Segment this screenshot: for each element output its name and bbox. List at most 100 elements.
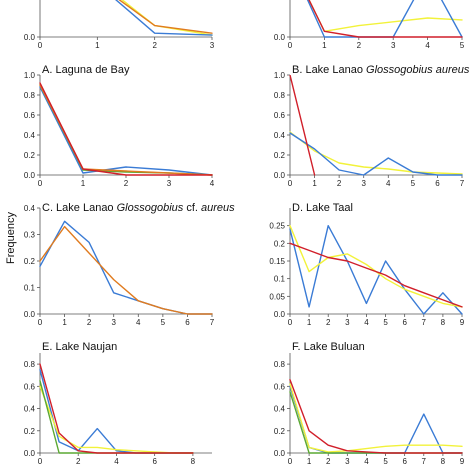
panel-f-x-tick-label: 2 (326, 318, 331, 327)
panel-h-x-tick-label: 1 (307, 457, 312, 466)
panel-c-x-tick-label: 4 (210, 179, 215, 188)
panel-h-x-tick-label: 6 (402, 457, 407, 466)
panel-f-x-tick-label: 8 (441, 318, 446, 327)
panel-g-y-tick-label: 0.2 (24, 427, 36, 436)
panel-d-y-tick-label: 0.8 (274, 91, 286, 100)
panel-b-x-tick-label: 2 (357, 41, 362, 50)
panel-b-y-tick-label: 0.0 (274, 33, 286, 42)
panel-g-x-tick-label: 0 (38, 457, 43, 466)
panel-d-y-tick-label: 0.2 (274, 151, 286, 160)
panel-h-x-tick-label: 8 (441, 457, 446, 466)
panel-g-x-tick-label: 6 (152, 457, 157, 466)
panel-c-caption-part: Glossogobius (117, 202, 184, 214)
panel-a: 0 1 2 3 0.0 A. Laguna de Bay (24, 0, 215, 76)
panel-e: 0 1 2 3 4 5 6 7 0.0 0.1 0.2 0.3 0.4 E. Lake Naujan (24, 204, 215, 353)
panel-c-x-tick-label: 2 (124, 179, 129, 188)
panel-h-series-yellow (289, 383, 463, 453)
panel-b-series-red (308, 0, 463, 38)
panel-b: 0 1 2 3 4 5 0.0 B. Lake Lanao Glossogobius aure… (274, 0, 470, 76)
panel-h-y-tick-label: 0.4 (274, 405, 286, 414)
panel-d-series-blue (289, 132, 463, 176)
panel-h-y-tick-label: 0.8 (274, 360, 286, 369)
panel-c-series-orange (39, 84, 213, 176)
panel-h-x-tick-label: 7 (422, 457, 427, 466)
panel-e-y-tick-label: 0.1 (24, 284, 36, 293)
panel-h-x-tick-label: 3 (345, 457, 350, 466)
panel-a-x-tick-label: 2 (152, 41, 157, 50)
panel-d-y-tick-label: 0.4 (274, 131, 286, 140)
panel-d-x-tick-label: 5 (411, 179, 416, 188)
panel-f-x-tick-label: 5 (383, 318, 388, 327)
panel-c-series-green (39, 84, 213, 176)
panel-a-x-tick-label: 0 (38, 41, 43, 50)
panel-h-series-blue (289, 385, 463, 454)
panel-e-y-tick-label: 0.0 (24, 310, 36, 319)
panel-g-y-tick-label: 0.0 (24, 449, 36, 458)
panel-e-x-tick-label: 2 (87, 318, 92, 327)
panel-f: 0 1 2 3 4 5 6 7 8 9 0.0 0.05 0.1 0.15 0.2 0.25 F. Lake B… (269, 208, 465, 353)
panel-c-y-tick-label: 1.0 (24, 71, 36, 80)
panel-h-series-green (289, 391, 463, 454)
panel-c-y-tick-label: 0.0 (24, 171, 36, 180)
panel-d-caption: D. Lake Taal (292, 202, 353, 214)
panel-d-x-tick-label: 2 (337, 179, 342, 188)
panel-f-series-yellow (289, 224, 463, 308)
panel-a-caption-part: A. Laguna de Bay (42, 64, 130, 76)
panel-b-caption: B. Lake Lanao Glossogobius aureus (292, 64, 470, 76)
panel-c-y-tick-label: 0.8 (24, 91, 36, 100)
panel-d-x-tick-label: 4 (386, 179, 391, 188)
panel-d-series-red (289, 75, 316, 176)
panel-e-x-tick-label: 1 (62, 318, 67, 327)
panel-e-caption-part: E. Lake Naujan (42, 341, 117, 353)
panel-b-x-tick-label: 5 (460, 41, 465, 50)
panel-f-series-red (289, 242, 463, 308)
panel-e-x-tick-label: 3 (111, 318, 116, 327)
panel-g-y-tick-label: 0.6 (24, 382, 36, 391)
panel-a-y-tick-label: 0.0 (24, 33, 36, 42)
panel-c-caption-part: cf. (183, 202, 201, 214)
panel-b-caption-part: Glossogobius aureus (366, 64, 470, 76)
panel-e-y-tick-label: 0.4 (24, 204, 36, 213)
panel-e-x-tick-label: 7 (210, 318, 215, 327)
panel-f-y-tick-label: 0.0 (274, 310, 286, 319)
panel-b-x-tick-label: 4 (425, 41, 430, 50)
panel-h-y-tick-label: 0.2 (274, 427, 286, 436)
panel-f-x-tick-label: 3 (345, 318, 350, 327)
panel-e-x-tick-label: 5 (161, 318, 166, 327)
panel-g-series-red (39, 363, 194, 454)
panel-f-caption-part: F. Lake Buluan (292, 341, 365, 353)
panel-c-series-red (39, 82, 213, 176)
panel-g-x-tick-label: 8 (191, 457, 196, 466)
panel-c-y-tick-label: 0.6 (24, 111, 36, 120)
panel-a-series-blue (115, 0, 213, 36)
panel-h-x-tick-label: 2 (326, 457, 331, 466)
panel-a-series-yellow (121, 0, 213, 36)
panel-h-y-tick-label: 0.6 (274, 382, 286, 391)
panel-c-caption-part: C. Lake Lanao (42, 202, 117, 214)
panel-h-x-tick-label: 4 (364, 457, 369, 466)
panel-e-x-tick-label: 6 (185, 318, 190, 327)
panel-d-x-tick-label: 3 (361, 179, 366, 188)
panel-h: 0 1 2 3 4 5 6 7 8 9 0.0 0.2 0.4 0.6 0.8 (274, 353, 465, 466)
panel-c-caption: C. Lake Lanao Glossogobius cf. aureus (42, 202, 235, 214)
panel-a-x-tick-label: 1 (95, 41, 100, 50)
panel-f-x-tick-label: 9 (460, 318, 465, 327)
panel-c-y-tick-label: 0.2 (24, 151, 36, 160)
panel-c-caption-part: aureus (201, 202, 235, 214)
panel-f-y-tick-label: 0.2 (274, 239, 286, 248)
panel-g-series-blue (39, 369, 194, 454)
panel-d-y-tick-label: 0.6 (274, 111, 286, 120)
panel-c-x-tick-label: 1 (81, 179, 86, 188)
panel-c: 0 1 2 3 4 0.0 0.2 0.4 0.6 0.8 1.0 C. Lake Lanao Glo… (24, 71, 235, 214)
panel-b-x-tick-label: 0 (288, 41, 293, 50)
panel-c-x-tick-label: 0 (38, 179, 43, 188)
panel-f-y-tick-label: 0.15 (269, 257, 285, 266)
panel-e-x-tick-label: 4 (136, 318, 141, 327)
panel-f-series-blue (289, 224, 463, 315)
panel-f-x-tick-label: 4 (364, 318, 369, 327)
panel-d-series-yellow (289, 131, 463, 175)
panel-a-caption: A. Laguna de Bay (42, 64, 130, 76)
panel-g-x-tick-label: 4 (114, 457, 119, 466)
panel-d-x-tick-label: 7 (460, 179, 465, 188)
panel-b-series-yellow (308, 0, 463, 32)
